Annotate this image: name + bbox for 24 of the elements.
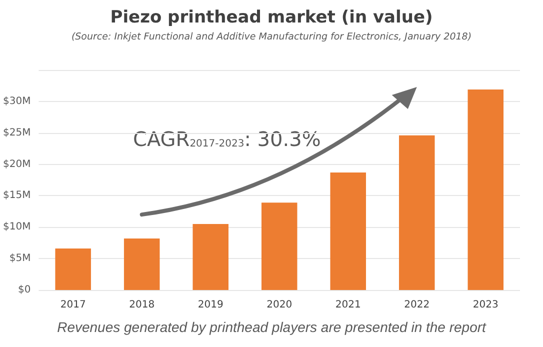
x-tick-label: 2017 xyxy=(60,300,86,310)
y-tick-label: $5M xyxy=(9,253,31,264)
bar xyxy=(261,202,298,290)
bar xyxy=(468,89,504,290)
chart-subtitle: (Source: Inkjet Functional and Additive Manufacturing for Electronics, January 2018) xyxy=(71,32,472,42)
bar xyxy=(124,238,160,290)
x-tick-label: 2022 xyxy=(404,300,430,310)
bar xyxy=(192,224,228,290)
bar xyxy=(55,248,91,290)
y-tick-label: $20M xyxy=(2,158,31,170)
y-tick-label: $0 xyxy=(18,284,31,296)
x-tick-label: 2021 xyxy=(335,300,361,310)
bar xyxy=(398,135,435,290)
text: Revenues generated by printhead players are presented in the report xyxy=(57,319,488,335)
x-tick-label: 2023 xyxy=(472,300,498,310)
y-tick-label: $10M xyxy=(2,222,31,233)
x-tick-label: 2018 xyxy=(129,300,155,310)
bar xyxy=(330,172,366,290)
chart-title: Piezo printhead market (in value) xyxy=(110,8,433,28)
y-tick-label: $30M xyxy=(2,96,31,107)
y-tick-label: $25M xyxy=(2,127,31,138)
x-tick-label: 2019 xyxy=(198,300,224,310)
x-tick-label: 2020 xyxy=(266,300,292,310)
y-tick-label: $15M xyxy=(2,190,31,202)
